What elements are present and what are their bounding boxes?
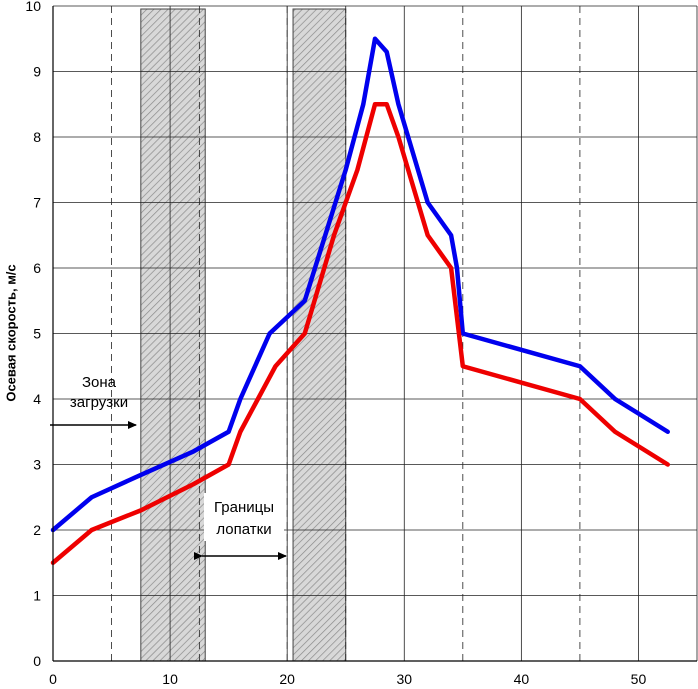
- loading-zone-label-line1: Зона: [82, 374, 117, 391]
- axes: [52, 6, 697, 662]
- blade-bounds-label-line1: Границы: [214, 499, 274, 516]
- loading-zone-label-line2: загрузки: [70, 394, 128, 411]
- blade-shaded-regions: [140, 8, 347, 662]
- x-tick-label: 10: [162, 671, 178, 687]
- blade-bounds-label-line2: лопатки: [216, 521, 271, 538]
- y-tick-label: 7: [33, 195, 41, 211]
- y-tick-label: 8: [33, 129, 41, 145]
- tick-labels: 0 1 2 3 4 5 6 7 8 9 10 0 10 20 30 40 50: [25, 0, 646, 687]
- x-tick-label: 20: [279, 671, 295, 687]
- y-tick-label: 6: [33, 260, 41, 276]
- blade-bounds-annotation: Границы лопатки: [194, 493, 287, 560]
- y-tick-label: 10: [25, 0, 41, 14]
- x-tick-label: 0: [49, 671, 57, 687]
- x-tick-label: 50: [631, 671, 647, 687]
- series-line-1: [50, 36, 670, 533]
- y-tick-label: 5: [33, 326, 41, 342]
- y-tick-label: 3: [33, 457, 41, 473]
- shaded-region-1: [140, 8, 206, 662]
- y-tick-label: 4: [33, 391, 41, 407]
- blade-bounds-label-bg: [204, 493, 284, 541]
- series-line-2: [50, 102, 670, 565]
- x-tick-label: 30: [396, 671, 412, 687]
- x-tick-label: 40: [514, 671, 530, 687]
- y-tick-label: 9: [33, 64, 41, 80]
- loading-zone-annotation: Зона загрузки: [50, 374, 137, 429]
- y-axis-label: Осевая скорость, м/с: [3, 264, 18, 401]
- grid-lines: [53, 5, 698, 661]
- series-lines: [50, 36, 670, 565]
- y-tick-label: 1: [33, 588, 41, 604]
- y-tick-label: 0: [33, 653, 41, 669]
- y-tick-label: 2: [33, 522, 41, 538]
